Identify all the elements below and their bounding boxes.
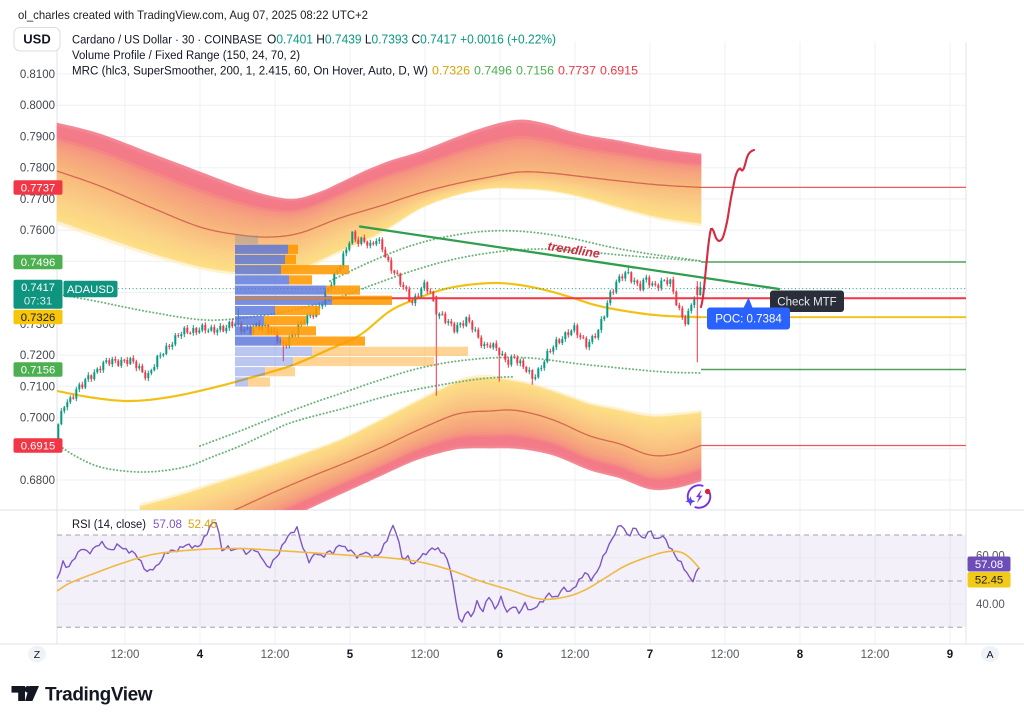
svg-text:0.7156: 0.7156 (516, 64, 554, 78)
svg-text:Z: Z (34, 649, 41, 661)
svg-text:ADAUSD: ADAUSD (67, 284, 114, 296)
svg-text:MRC (hlc3, SuperSmoother, 200,: MRC (hlc3, SuperSmoother, 200, 1, 2.415,… (72, 64, 428, 78)
svg-text:52.45: 52.45 (975, 575, 1003, 587)
svg-text:0.6915: 0.6915 (21, 440, 56, 452)
svg-text:12:00: 12:00 (711, 649, 740, 661)
svg-text:4: 4 (197, 649, 204, 661)
svg-text:9: 9 (947, 649, 953, 661)
svg-text:0.7100: 0.7100 (20, 381, 55, 393)
svg-text:0.6915: 0.6915 (600, 64, 638, 78)
svg-text:0.7496: 0.7496 (21, 257, 56, 269)
svg-text:12:00: 12:00 (411, 649, 440, 661)
svg-text:0.6800: 0.6800 (20, 475, 55, 487)
svg-text:0.7156: 0.7156 (21, 364, 56, 376)
svg-text:57.08: 57.08 (975, 559, 1003, 571)
svg-text:52.45: 52.45 (188, 517, 217, 531)
svg-text:USD: USD (23, 32, 50, 47)
svg-text:12:00: 12:00 (861, 649, 890, 661)
svg-text:0.7600: 0.7600 (20, 225, 55, 237)
svg-text:12:00: 12:00 (111, 649, 140, 661)
svg-text:TradingView: TradingView (45, 685, 153, 706)
svg-text:Volume Profile / Fixed Range (: Volume Profile / Fixed Range (150, 24, 7… (72, 48, 300, 62)
svg-text:0.8100: 0.8100 (20, 69, 55, 81)
svg-text:8: 8 (797, 649, 804, 661)
svg-text:12:00: 12:00 (561, 649, 590, 661)
svg-text:O0.7401 H0.7439 L0.7393 C0.741: O0.7401 H0.7439 L0.7393 C0.7417 +0.0016 … (267, 33, 556, 47)
svg-text:07:31: 07:31 (24, 295, 52, 307)
svg-text:RSI (14, close): RSI (14, close) (72, 517, 146, 531)
svg-text:0.7737: 0.7737 (21, 182, 56, 194)
svg-text:0.7417: 0.7417 (21, 282, 55, 294)
svg-text:40.00: 40.00 (976, 599, 1005, 611)
svg-text:5: 5 (347, 649, 354, 661)
svg-text:57.08: 57.08 (153, 517, 182, 531)
svg-text:0.7326: 0.7326 (21, 312, 56, 324)
svg-text:POC: 0.7384: POC: 0.7384 (715, 314, 782, 326)
svg-text:7: 7 (647, 649, 653, 661)
svg-text:0.7326: 0.7326 (432, 64, 470, 78)
svg-text:A: A (986, 649, 993, 661)
svg-text:Cardano / US Dollar · 30 · COI: Cardano / US Dollar · 30 · COINBASE (72, 33, 262, 47)
svg-text:12:00: 12:00 (261, 649, 290, 661)
svg-text:0.7900: 0.7900 (20, 132, 55, 144)
svg-text:6: 6 (497, 649, 503, 661)
svg-text:0.7800: 0.7800 (20, 163, 55, 175)
svg-text:0.7200: 0.7200 (20, 350, 55, 362)
svg-text:ol_charles created with Tradin: ol_charles created with TradingView.com,… (18, 9, 368, 22)
svg-text:0.7700: 0.7700 (20, 194, 55, 206)
svg-text:0.7000: 0.7000 (20, 413, 55, 425)
svg-text:0.7496: 0.7496 (474, 64, 512, 78)
svg-text:0.8000: 0.8000 (20, 100, 55, 112)
svg-text:0.7737: 0.7737 (558, 64, 596, 78)
svg-text:Check MTF: Check MTF (777, 297, 836, 309)
